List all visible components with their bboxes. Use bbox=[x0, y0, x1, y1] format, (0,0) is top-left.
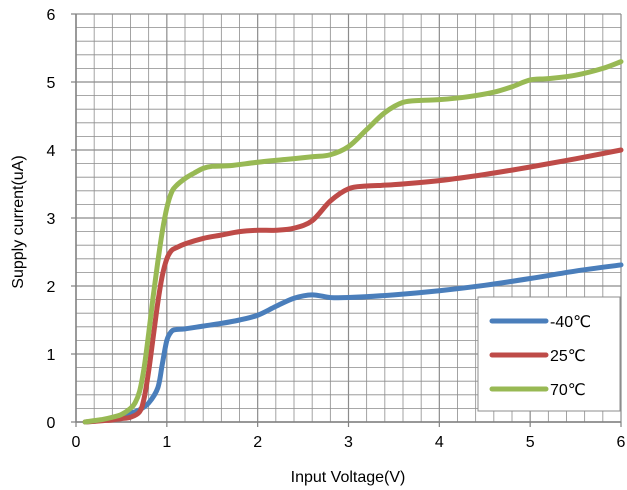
series-line-25c bbox=[82, 147, 624, 425]
y-tick-label: 4 bbox=[47, 143, 56, 160]
y-tick-label: 5 bbox=[47, 75, 56, 92]
x-axis-title: Input Voltage(V) bbox=[291, 469, 406, 486]
x-tick-label: 1 bbox=[162, 434, 171, 451]
x-tick-label: 3 bbox=[344, 434, 353, 451]
x-tick-label: 5 bbox=[526, 434, 535, 451]
legend-label: 25℃ bbox=[550, 348, 586, 365]
legend: -40℃ 25℃ 70℃ bbox=[477, 296, 621, 412]
y-tick-label: 3 bbox=[47, 211, 56, 228]
legend-label: 70℃ bbox=[550, 382, 586, 399]
series-line-70c bbox=[82, 59, 624, 425]
series-layer bbox=[82, 59, 624, 425]
x-tick-label: 2 bbox=[253, 434, 262, 451]
series-line-minus40c bbox=[82, 262, 624, 425]
x-tick-label: 6 bbox=[617, 434, 626, 451]
x-tick-label: 4 bbox=[435, 434, 444, 451]
y-tick-label: 1 bbox=[47, 347, 56, 364]
y-axis-title: Supply current(uA) bbox=[10, 155, 27, 288]
legend-label: -40℃ bbox=[550, 314, 591, 331]
y-tick-label: 2 bbox=[47, 279, 56, 296]
x-tick-label: 0 bbox=[72, 434, 81, 451]
ticks-layer: 0 1 2 3 4 5 6 0 1 2 3 4 5 6 bbox=[47, 7, 626, 451]
y-tick-label: 0 bbox=[47, 415, 56, 432]
y-tick-label: 6 bbox=[47, 7, 56, 24]
